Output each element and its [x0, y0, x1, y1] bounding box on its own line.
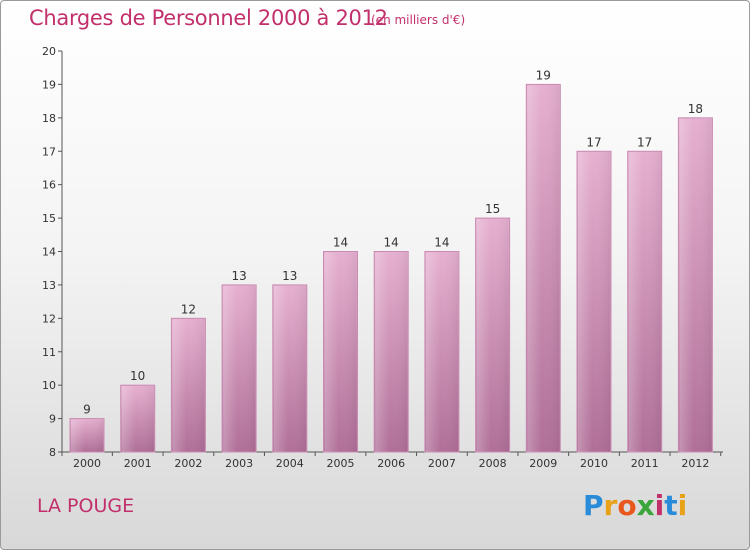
x-tick-label: 2005: [327, 457, 355, 470]
bar-value-label: 13: [231, 269, 246, 283]
logo-letter: i: [654, 489, 665, 522]
x-tick-label: 2008: [479, 457, 507, 470]
bar-highlight: [425, 252, 458, 452]
logo-letter: t: [664, 489, 678, 522]
y-tick-label: 19: [42, 78, 56, 91]
x-tick-label: 2010: [580, 457, 608, 470]
logo-letter: P: [583, 489, 604, 522]
bar-highlight: [679, 118, 712, 452]
x-tick-label: 2002: [174, 457, 202, 470]
x-tick-label: 2011: [631, 457, 659, 470]
bar-highlight: [71, 419, 103, 452]
y-tick-label: 13: [42, 279, 56, 292]
bar-value-label: 10: [130, 369, 145, 383]
bar-value-label: 12: [181, 302, 196, 316]
y-tick-label: 10: [42, 379, 56, 392]
x-tick-label: 2001: [124, 457, 152, 470]
bar-highlight: [273, 285, 306, 452]
bar-value-label: 13: [282, 269, 297, 283]
x-tick-label: 2012: [681, 457, 709, 470]
bar-value-label: 14: [434, 236, 449, 250]
bar-highlight: [375, 252, 408, 452]
bar-value-label: 18: [688, 102, 703, 116]
bar-highlight: [578, 152, 610, 452]
y-tick-label: 12: [42, 312, 56, 325]
bar-highlight: [172, 319, 205, 452]
logo-letter: x: [636, 489, 655, 522]
x-tick-label: 2006: [377, 457, 405, 470]
y-tick-label: 14: [42, 246, 56, 259]
x-tick-label: 2004: [276, 457, 304, 470]
bar-value-label: 15: [485, 202, 500, 216]
bar-highlight: [121, 386, 154, 452]
x-tick-label: 2009: [529, 457, 557, 470]
x-tick-label: 2003: [225, 457, 253, 470]
chart-title: Charges de Personnel 2000 à 2012: [29, 6, 388, 30]
bar-value-label: 17: [586, 135, 601, 149]
bar-value-label: 9: [83, 403, 91, 417]
commune-name: LA POUGE: [37, 495, 135, 517]
y-tick-label: 11: [42, 346, 56, 359]
bar-highlight: [476, 219, 509, 452]
bar-value-label: 17: [637, 135, 652, 149]
bar-highlight: [527, 85, 560, 453]
y-tick-label: 20: [42, 45, 56, 58]
y-tick-label: 15: [42, 212, 56, 225]
bar-highlight: [628, 152, 661, 452]
bar-highlight: [324, 252, 357, 452]
bar-highlight: [223, 285, 256, 452]
logo-letter: o: [617, 489, 637, 522]
x-tick-label: 2000: [73, 457, 101, 470]
y-tick-label: 16: [42, 179, 56, 192]
bar-value-label: 19: [536, 68, 551, 82]
logo-letter: i: [677, 489, 688, 522]
y-tick-label: 9: [49, 413, 56, 426]
logo-letter: r: [603, 489, 618, 522]
x-tick-label: 2007: [428, 457, 456, 470]
y-tick-label: 18: [42, 112, 56, 125]
proxiti-logo: Proxiti: [583, 489, 687, 522]
bar-value-label: 14: [333, 236, 348, 250]
bar-value-label: 14: [384, 236, 399, 250]
y-tick-label: 8: [49, 446, 56, 459]
chart-subtitle: (en milliers d'€): [371, 13, 466, 27]
y-tick-label: 17: [42, 145, 56, 158]
